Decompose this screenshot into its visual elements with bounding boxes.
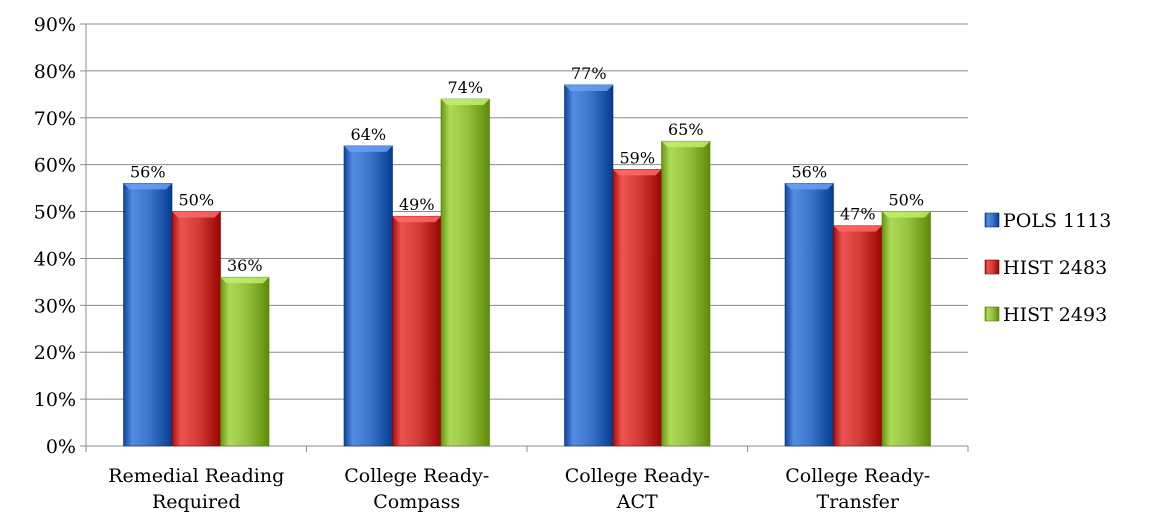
bar-bevel xyxy=(785,183,834,190)
x-category-label: College Ready- xyxy=(565,465,710,487)
data-label: 50% xyxy=(178,191,214,210)
tick-labels: 0% 10% 20% 30% 40% 50% 60% 70% 80% 90% Remedial Re… xyxy=(34,14,930,513)
legend-label: HIST 2493 xyxy=(1003,304,1107,326)
legend-item: HIST 2493 xyxy=(984,304,1107,326)
bar xyxy=(564,84,614,447)
y-tick-label: 30% xyxy=(34,295,76,317)
y-tick-label: 60% xyxy=(34,155,76,177)
data-label: 36% xyxy=(227,256,263,275)
data-label: 50% xyxy=(888,191,924,210)
bar-bevel xyxy=(392,216,441,223)
y-tick-label: 70% xyxy=(34,108,76,130)
bar-bevel xyxy=(882,211,931,218)
legend: POLS 1113 HIST 2483 HIST 2493 xyxy=(984,210,1111,326)
y-tick-label: 20% xyxy=(34,342,76,364)
legend-swatch xyxy=(984,212,1000,228)
legend-swatch xyxy=(984,306,1000,322)
y-tick-label: 10% xyxy=(34,389,76,411)
bar-bevel xyxy=(220,277,269,284)
data-label: 74% xyxy=(447,78,483,97)
bar xyxy=(171,211,221,447)
data-label: 64% xyxy=(350,125,386,144)
legend-swatch xyxy=(984,259,1000,275)
x-category-label: College Ready- xyxy=(785,465,930,487)
legend-label: HIST 2483 xyxy=(1003,257,1107,279)
legend-item: HIST 2483 xyxy=(984,257,1107,279)
bar xyxy=(440,98,490,447)
y-tick-label: 80% xyxy=(34,61,76,83)
x-category-label: Transfer xyxy=(817,491,900,513)
bar-bevel xyxy=(661,141,710,148)
data-label: 56% xyxy=(791,162,827,181)
x-category-label: College Ready- xyxy=(344,465,489,487)
x-category-label: Required xyxy=(152,491,241,513)
data-labels: 56% 50% 36% 64% 49% 74% 77% 59% 65% 56% 47% 50% xyxy=(130,64,924,275)
bar xyxy=(784,183,834,447)
x-category-label: ACT xyxy=(616,491,658,513)
bar-bevel xyxy=(172,211,221,218)
data-label: 77% xyxy=(571,64,607,83)
legend-item: POLS 1113 xyxy=(984,210,1111,232)
bar xyxy=(661,140,711,447)
bar xyxy=(220,276,270,447)
y-tick-label: 0% xyxy=(46,436,76,458)
bar-bevel xyxy=(344,145,393,152)
data-label: 49% xyxy=(399,195,435,214)
bar xyxy=(392,215,442,447)
x-category-label: Remedial Reading xyxy=(108,465,284,487)
y-tick-label: 90% xyxy=(34,14,76,36)
bar xyxy=(123,183,173,447)
bar-bevel xyxy=(613,169,662,176)
bars xyxy=(123,84,931,447)
bar-bevel xyxy=(123,183,172,190)
legend-label: POLS 1113 xyxy=(1003,210,1111,232)
bar xyxy=(881,211,931,447)
bar-bevel xyxy=(441,99,490,106)
data-label: 47% xyxy=(840,205,876,224)
bar-bevel xyxy=(833,225,882,232)
data-label: 59% xyxy=(619,148,655,167)
x-category-label: Compass xyxy=(373,491,460,513)
bar-bevel xyxy=(564,84,613,91)
bar xyxy=(612,169,662,447)
bar xyxy=(343,145,393,447)
y-tick-label: 40% xyxy=(34,248,76,270)
data-label: 56% xyxy=(130,162,166,181)
bar xyxy=(833,225,883,447)
data-label: 65% xyxy=(668,120,704,139)
y-tick-label: 50% xyxy=(34,202,76,224)
